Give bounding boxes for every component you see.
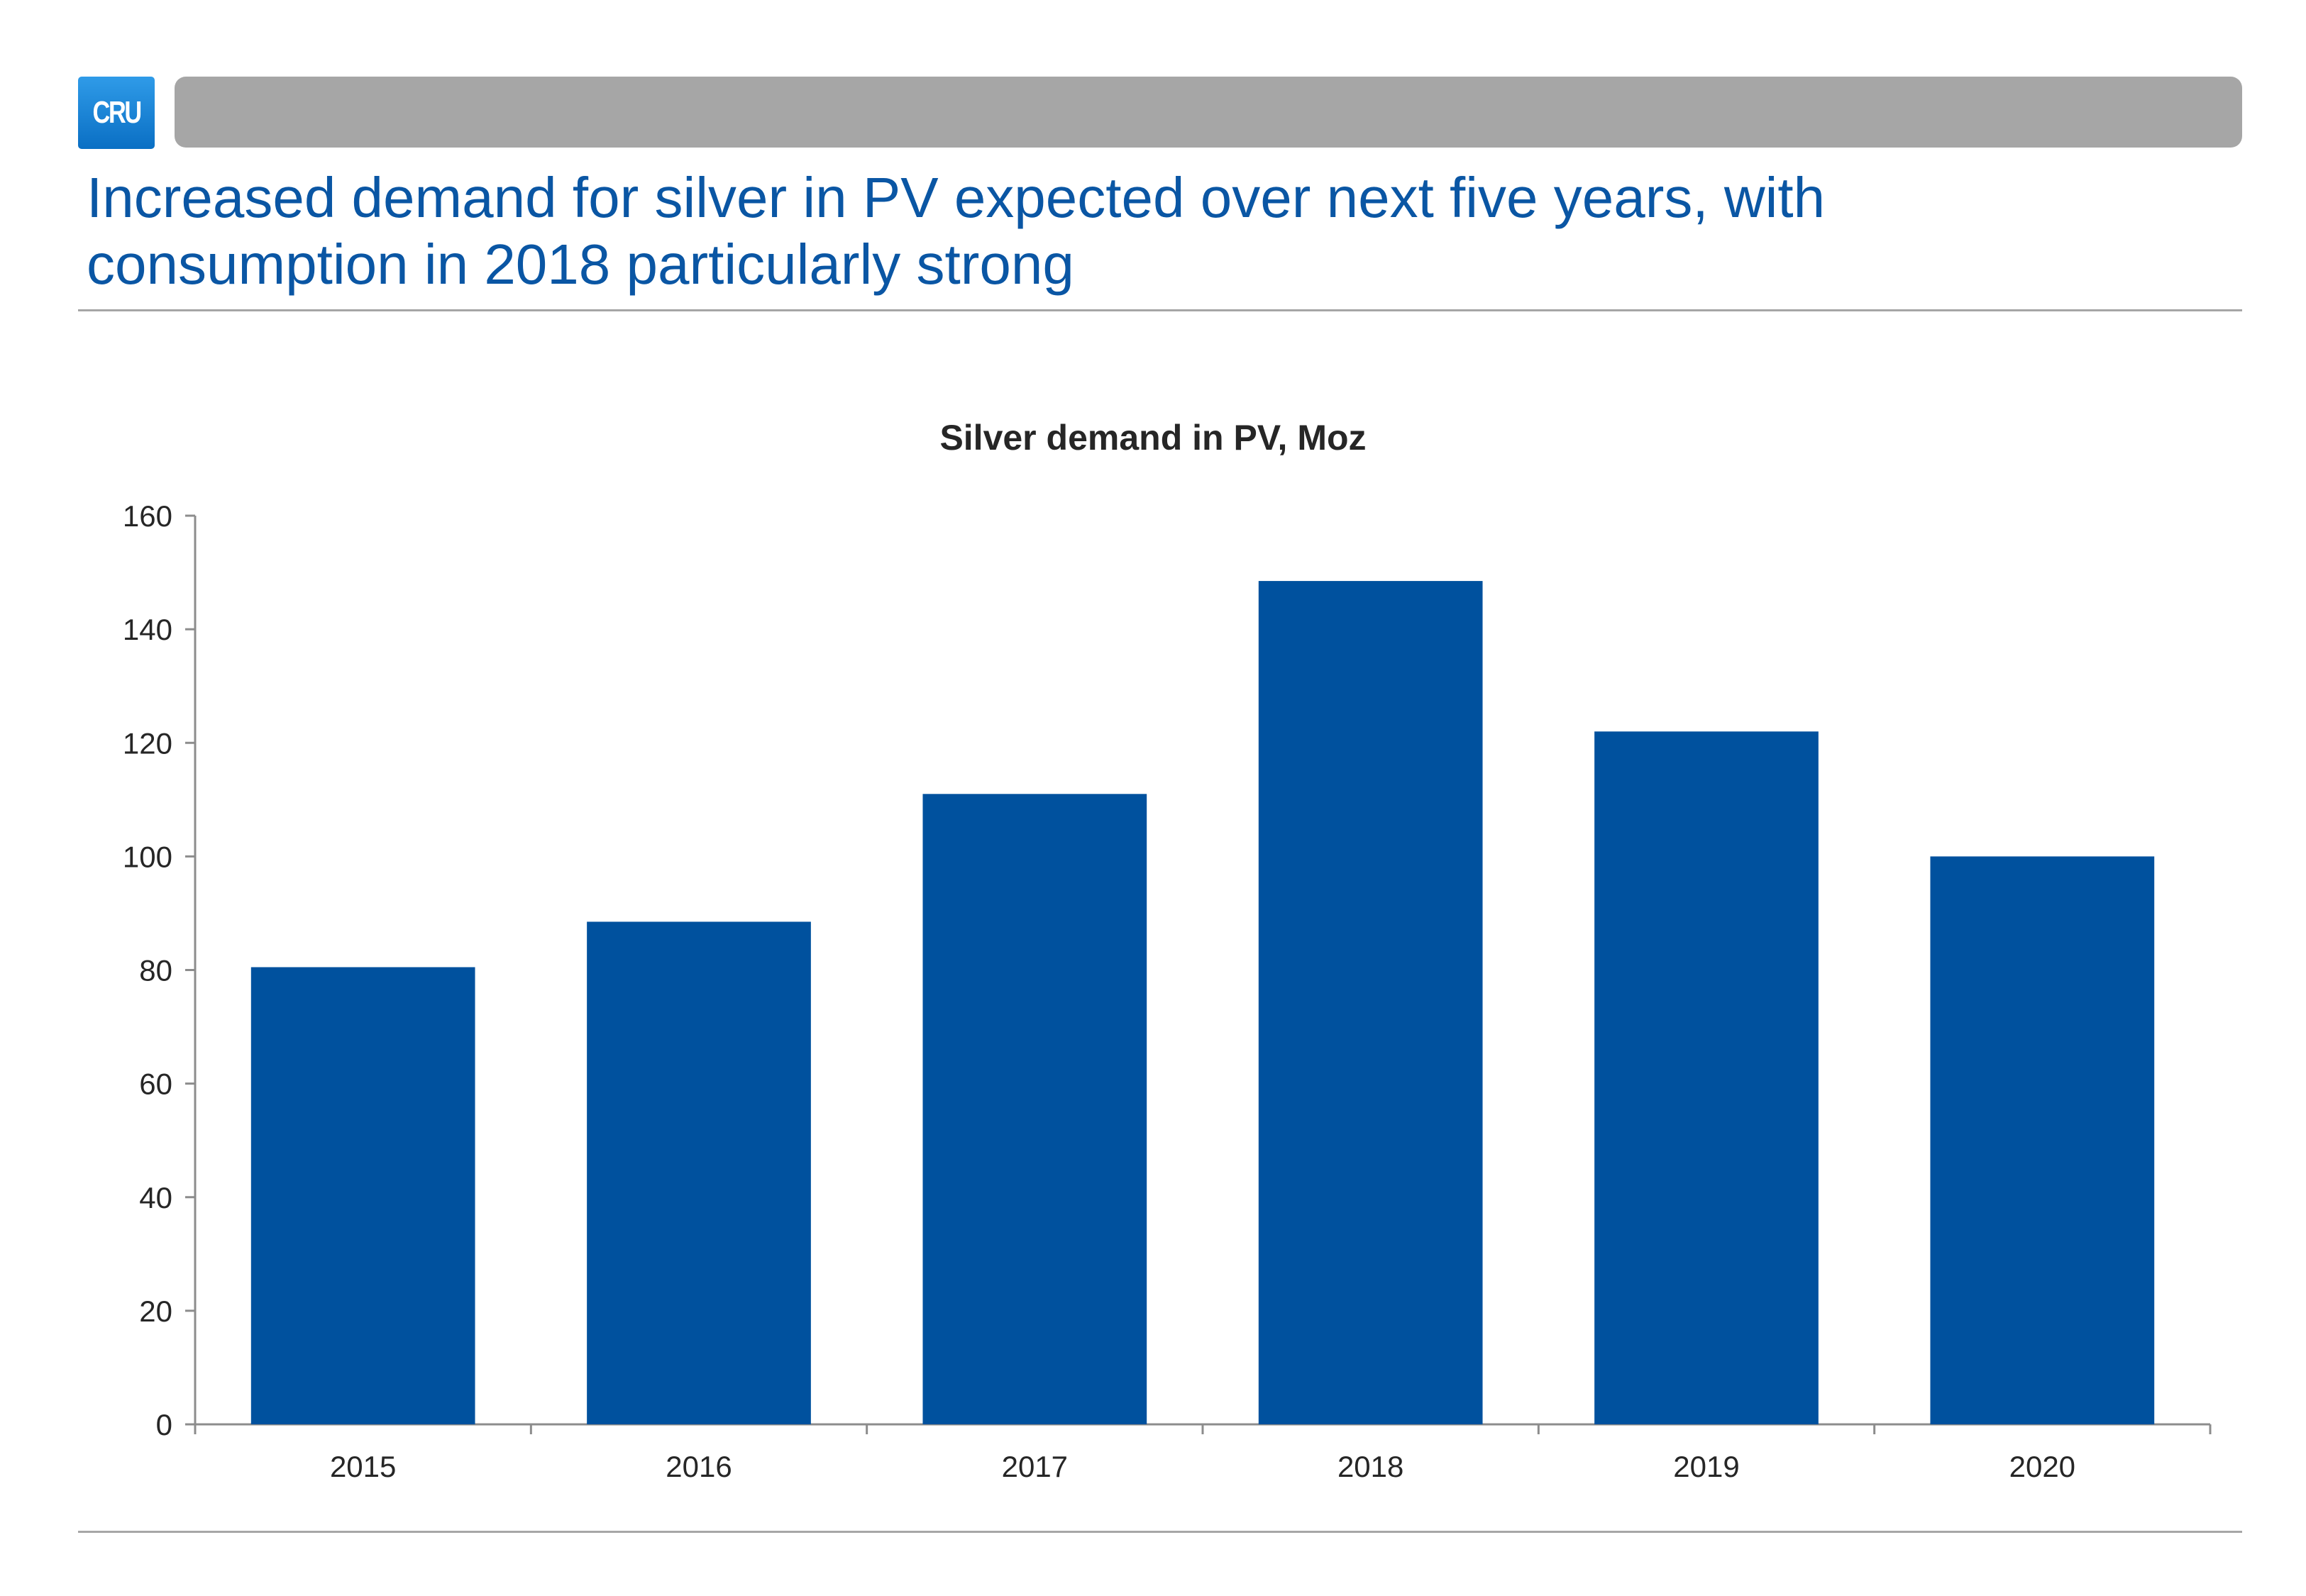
bar-series xyxy=(250,581,2155,1424)
y-tick-label: 60 xyxy=(139,1068,172,1101)
x-tick-label: 2018 xyxy=(1337,1450,1403,1483)
y-tick-label: 140 xyxy=(123,613,172,646)
x-axis: 2015 2016 2017 2018 2019 2020 xyxy=(194,1423,2212,1483)
bar-2015 xyxy=(250,967,475,1424)
x-tick-label: 2015 xyxy=(330,1450,396,1483)
y-tick-label: 40 xyxy=(139,1181,172,1214)
header-bar xyxy=(175,77,2242,148)
x-tick-label: 2017 xyxy=(1002,1450,1068,1483)
y-tick-label: 80 xyxy=(139,954,172,987)
bar-2018 xyxy=(1258,581,1483,1424)
bar-2016 xyxy=(587,921,811,1424)
bar-2020 xyxy=(1930,856,2155,1424)
x-tick-label: 2019 xyxy=(1673,1450,1739,1483)
x-tick-label: 2020 xyxy=(2009,1450,2075,1483)
y-tick-label: 100 xyxy=(123,840,172,873)
title-divider xyxy=(78,309,2242,311)
bar-2019 xyxy=(1594,731,1819,1424)
x-tick-label: 2016 xyxy=(666,1450,732,1483)
y-axis: 0 20 40 60 80 100 120 140 160 xyxy=(123,499,197,1441)
y-tick-label: 20 xyxy=(139,1295,172,1328)
y-tick-label: 160 xyxy=(123,499,172,533)
chart-title: Silver demand in PV, Moz xyxy=(939,418,1367,458)
y-tick-label: 0 xyxy=(156,1408,172,1441)
slide-title: Increased demand for silver in PV expect… xyxy=(87,166,1826,296)
footer-divider xyxy=(78,1531,2242,1533)
y-tick-label: 120 xyxy=(123,726,172,760)
bar-2017 xyxy=(922,794,1147,1424)
cru-logo: CRU xyxy=(78,77,155,149)
